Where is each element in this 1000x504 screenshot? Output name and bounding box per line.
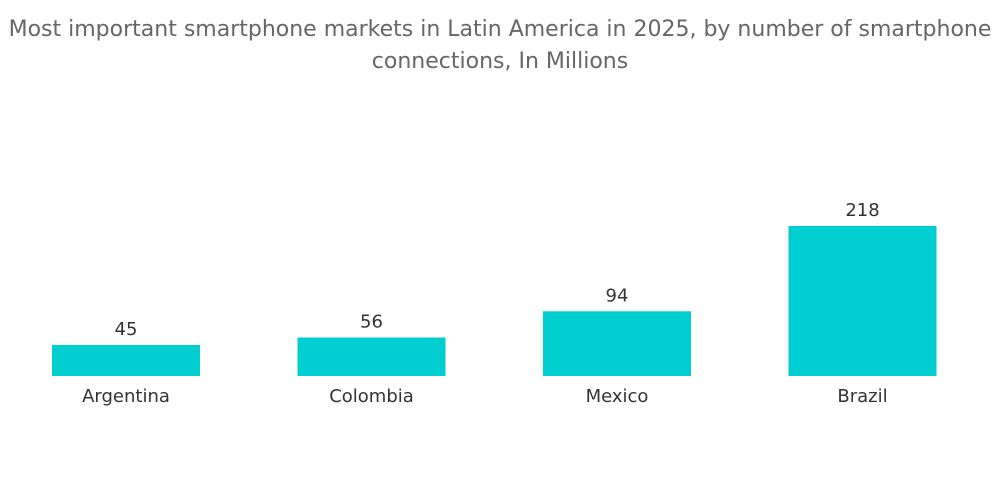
value-label-brazil: 218 bbox=[845, 200, 879, 221]
bar-argentina bbox=[52, 345, 200, 376]
bar-brazil bbox=[788, 226, 937, 376]
chart-title-line-1: Most important smartphone markets in Lat… bbox=[8, 17, 992, 42]
bar-colombia bbox=[297, 337, 446, 376]
category-label-mexico: Mexico bbox=[586, 386, 649, 407]
value-label-argentina: 45 bbox=[115, 319, 138, 340]
value-label-colombia: 56 bbox=[360, 312, 383, 333]
bar-mexico bbox=[543, 311, 691, 376]
category-label-colombia: Colombia bbox=[329, 386, 414, 407]
category-label-brazil: Brazil bbox=[837, 386, 887, 407]
chart-title: Most important smartphone markets in Lat… bbox=[0, 14, 1000, 78]
value-label-mexico: 94 bbox=[606, 285, 629, 306]
category-label-argentina: Argentina bbox=[82, 386, 170, 407]
chart-title-line-2: connections, In Millions bbox=[371, 49, 629, 74]
